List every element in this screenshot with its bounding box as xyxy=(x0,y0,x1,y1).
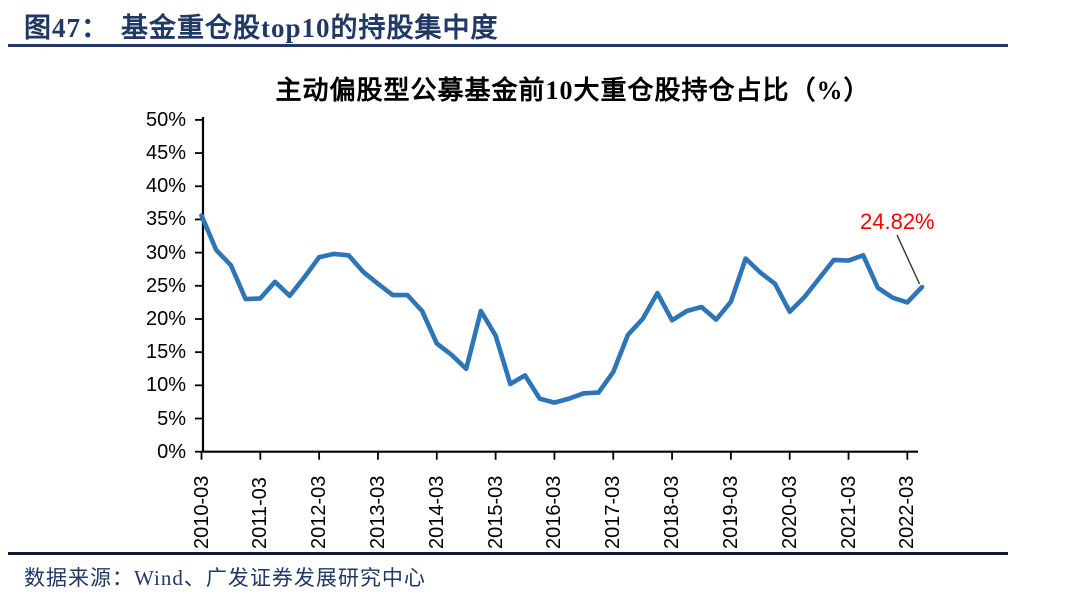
x-tick-label: 2014-03 xyxy=(425,475,448,549)
x-tick-label: 2010-03 xyxy=(190,475,213,549)
x-tick-label: 2022-03 xyxy=(896,475,919,549)
x-tick-label: 2021-03 xyxy=(837,475,860,549)
x-tick-label: 2011-03 xyxy=(249,477,272,549)
x-tick-label: 2017-03 xyxy=(602,475,625,549)
x-tick-label: 2020-03 xyxy=(778,475,801,549)
data-source-note: 数据来源：Wind、广发证券发展研究中心 xyxy=(24,566,426,590)
figure-number-label: 图47： xyxy=(24,13,109,43)
y-tick-label: 45% xyxy=(145,142,186,165)
footer-divider xyxy=(8,552,1008,555)
y-tick-label: 40% xyxy=(145,175,186,198)
figure-header: 图47： 基金重仓股top10的持股集中度 xyxy=(24,6,499,45)
x-tick-label: 2013-03 xyxy=(366,475,389,549)
y-tick-label: 25% xyxy=(145,274,186,297)
x-tick-label: 2019-03 xyxy=(719,475,742,549)
y-tick-label: 15% xyxy=(145,341,186,364)
y-tick-label: 20% xyxy=(145,307,186,330)
x-tick-label: 2015-03 xyxy=(484,475,507,549)
y-tick-label: 50% xyxy=(145,108,186,131)
y-tick-label: 35% xyxy=(145,208,186,231)
x-tick-label: 2016-03 xyxy=(543,475,566,549)
header-divider xyxy=(8,44,1008,47)
x-tick-label: 2012-03 xyxy=(308,475,331,549)
y-tick-label: 0% xyxy=(157,440,186,463)
last-value-annotation: 24.82% xyxy=(860,209,935,234)
figure-title: 基金重仓股top10的持股集中度 xyxy=(121,13,499,43)
x-tick-label: 2018-03 xyxy=(661,475,684,549)
annotation-leader-line xyxy=(896,234,921,285)
y-tick-label: 30% xyxy=(145,241,186,264)
y-tick-label: 10% xyxy=(145,374,186,397)
concentration-line xyxy=(199,213,925,405)
y-tick-label: 5% xyxy=(157,407,186,430)
chart-title: 主动偏股型公募基金前10大重仓股持仓占比（%） xyxy=(275,76,871,105)
